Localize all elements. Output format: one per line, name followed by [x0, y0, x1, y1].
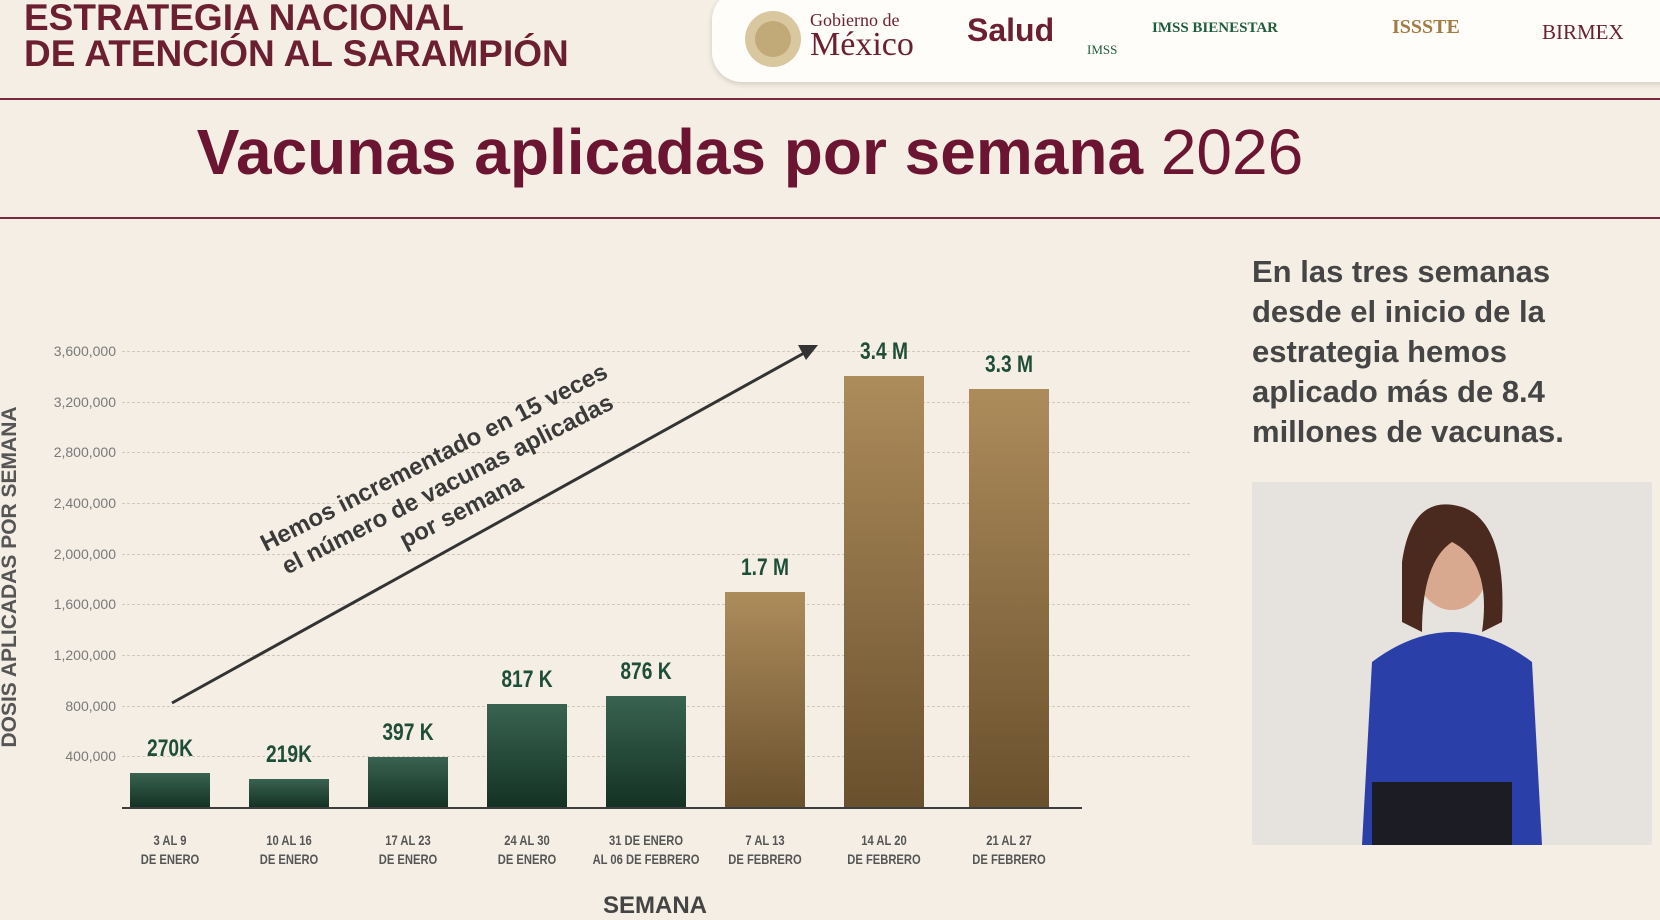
divider	[0, 217, 1660, 219]
bar	[724, 591, 805, 807]
bar	[248, 779, 329, 807]
y-tick-label: 2,400,000	[53, 495, 116, 511]
value-label: 219K	[265, 741, 312, 769]
grid-line	[122, 655, 1190, 656]
header-title: ESTRATEGIA NACIONAL DE ATENCIÓN AL SARAM…	[24, 0, 569, 74]
x-tick-label: 17 AL 23 DE ENERO	[378, 832, 437, 867]
y-tick-label: 400,000	[65, 748, 116, 765]
y-tick-label: 1,600,000	[53, 596, 116, 613]
slide-title: Vacunas aplicadas por semana 2026	[0, 115, 1500, 189]
grid-line	[122, 503, 1190, 504]
divider	[0, 98, 1660, 100]
bar	[843, 376, 924, 807]
logo-text: BIRMEX	[1542, 20, 1624, 44]
x-tick-label: 31 DE ENERO AL 06 DE FEBRERO	[592, 832, 699, 867]
side-text: En las tres semanas desde el inicio de l…	[1252, 254, 1564, 449]
y-tick-label: 800,000	[65, 697, 116, 714]
x-axis-line	[122, 807, 1082, 809]
value-label: 3.3 M	[984, 351, 1033, 378]
value-label: 817 K	[500, 665, 553, 693]
y-tick-label: 3,600,000	[53, 343, 116, 359]
title-year: 2026	[1160, 116, 1304, 188]
x-tick-label: 10 AL 16 DE ENERO	[259, 832, 318, 867]
x-tick-label: 3 AL 9 DE ENERO	[140, 832, 199, 867]
y-tick-label: 3,200,000	[53, 393, 116, 410]
value-label: 270K	[146, 734, 193, 762]
logo-bar: Gobierno de México Salud IMSS IMSS BIENE…	[712, 0, 1660, 82]
logo-text: IMSS	[1087, 42, 1118, 57]
grid-line	[122, 351, 1190, 352]
x-tick-label: 14 AL 20 DE FEBRERO	[846, 832, 921, 867]
x-tick-label: 21 AL 27 DE FEBRERO	[971, 832, 1046, 867]
grid-line	[122, 553, 1190, 555]
title-text: Vacunas aplicadas por semana	[196, 116, 1144, 188]
value-label: 1.7 M	[740, 553, 789, 581]
bar	[129, 772, 210, 807]
y-tick-label: 1,200,000	[53, 647, 116, 663]
grid-line	[122, 604, 1190, 606]
logo-text: México	[810, 26, 914, 63]
y-tick-label: 2,000,000	[53, 545, 116, 562]
x-tick-label: 24 AL 30 DE ENERO	[497, 832, 556, 867]
logo-text: Gobierno de	[810, 10, 900, 30]
bar	[968, 389, 1049, 807]
logo-text: ISSSTE	[1392, 16, 1460, 38]
bar	[486, 703, 567, 807]
logo-text: IMSS BIENESTAR	[1152, 20, 1279, 36]
y-tick-label: 2,800,000	[53, 444, 116, 461]
grid-line	[122, 452, 1190, 454]
grid-line	[122, 401, 1190, 403]
logo-text: Salud	[967, 12, 1055, 48]
value-label: 876 K	[619, 658, 672, 686]
bar	[605, 696, 686, 807]
interpreter-video	[1252, 482, 1652, 845]
x-tick-label: 7 AL 13 DE FEBRERO	[727, 832, 802, 867]
emblem	[745, 11, 801, 67]
bar	[367, 756, 448, 807]
value-label: 397 K	[381, 718, 434, 746]
value-label: 3.4 M	[859, 338, 908, 366]
